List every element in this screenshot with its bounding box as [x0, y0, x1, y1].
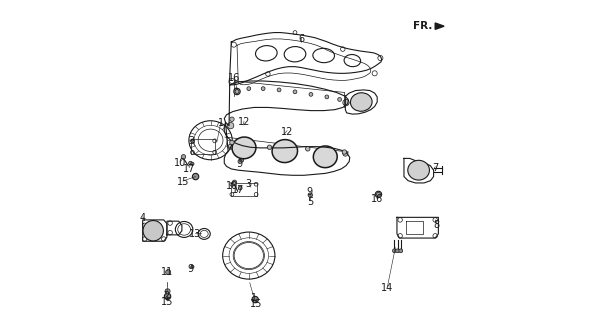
- Circle shape: [261, 87, 265, 91]
- Circle shape: [293, 90, 297, 94]
- Text: 9: 9: [188, 264, 194, 274]
- Text: 11: 11: [161, 267, 173, 277]
- Text: 15: 15: [176, 177, 189, 187]
- Ellipse shape: [350, 93, 372, 111]
- Ellipse shape: [313, 146, 337, 168]
- Text: 17: 17: [232, 185, 244, 195]
- Text: 12: 12: [281, 127, 293, 137]
- Circle shape: [342, 150, 346, 154]
- Text: 5: 5: [307, 197, 313, 207]
- Circle shape: [165, 289, 170, 294]
- Text: 6: 6: [299, 34, 304, 44]
- Polygon shape: [435, 23, 444, 29]
- Circle shape: [337, 98, 342, 101]
- Circle shape: [143, 220, 163, 241]
- Circle shape: [375, 191, 382, 197]
- Text: 15: 15: [250, 299, 263, 309]
- Circle shape: [308, 193, 313, 197]
- Circle shape: [230, 117, 234, 122]
- Circle shape: [306, 147, 310, 151]
- Circle shape: [343, 151, 348, 156]
- Circle shape: [191, 265, 194, 268]
- Circle shape: [252, 296, 258, 303]
- Circle shape: [267, 145, 272, 149]
- Circle shape: [247, 87, 251, 91]
- Circle shape: [309, 92, 313, 96]
- Circle shape: [343, 100, 349, 106]
- Circle shape: [192, 173, 199, 180]
- Circle shape: [234, 88, 238, 92]
- Text: 17: 17: [183, 164, 195, 174]
- Circle shape: [392, 249, 396, 253]
- Circle shape: [166, 270, 171, 275]
- Circle shape: [191, 162, 194, 165]
- Text: 1: 1: [218, 118, 224, 128]
- Text: 9: 9: [237, 159, 242, 169]
- Text: 15: 15: [160, 297, 173, 307]
- Text: 1: 1: [251, 293, 257, 303]
- Text: 7: 7: [432, 163, 438, 173]
- Text: 3: 3: [246, 179, 252, 189]
- Text: 2: 2: [163, 292, 169, 301]
- Circle shape: [189, 161, 192, 165]
- Circle shape: [165, 293, 171, 300]
- Text: 8: 8: [434, 220, 440, 230]
- Text: 16: 16: [228, 73, 241, 83]
- Ellipse shape: [272, 140, 297, 163]
- Circle shape: [228, 123, 234, 129]
- Text: 4: 4: [140, 213, 146, 223]
- Circle shape: [230, 140, 234, 145]
- Circle shape: [181, 155, 186, 159]
- Text: 14: 14: [381, 283, 394, 293]
- Circle shape: [238, 186, 242, 190]
- Circle shape: [228, 144, 233, 149]
- Text: 13: 13: [189, 229, 201, 239]
- Circle shape: [234, 88, 240, 95]
- Text: 10: 10: [226, 181, 238, 191]
- Circle shape: [325, 95, 329, 99]
- Text: 9: 9: [306, 188, 312, 197]
- Text: 10: 10: [174, 158, 186, 168]
- Text: FR.: FR.: [412, 21, 432, 31]
- Ellipse shape: [408, 160, 430, 180]
- Circle shape: [396, 249, 399, 253]
- Text: 3: 3: [188, 136, 195, 146]
- Ellipse shape: [232, 137, 256, 159]
- Circle shape: [399, 249, 403, 253]
- Circle shape: [239, 158, 244, 162]
- Text: 16: 16: [371, 194, 384, 204]
- Circle shape: [277, 88, 281, 92]
- Text: 12: 12: [238, 117, 250, 127]
- Circle shape: [232, 180, 237, 185]
